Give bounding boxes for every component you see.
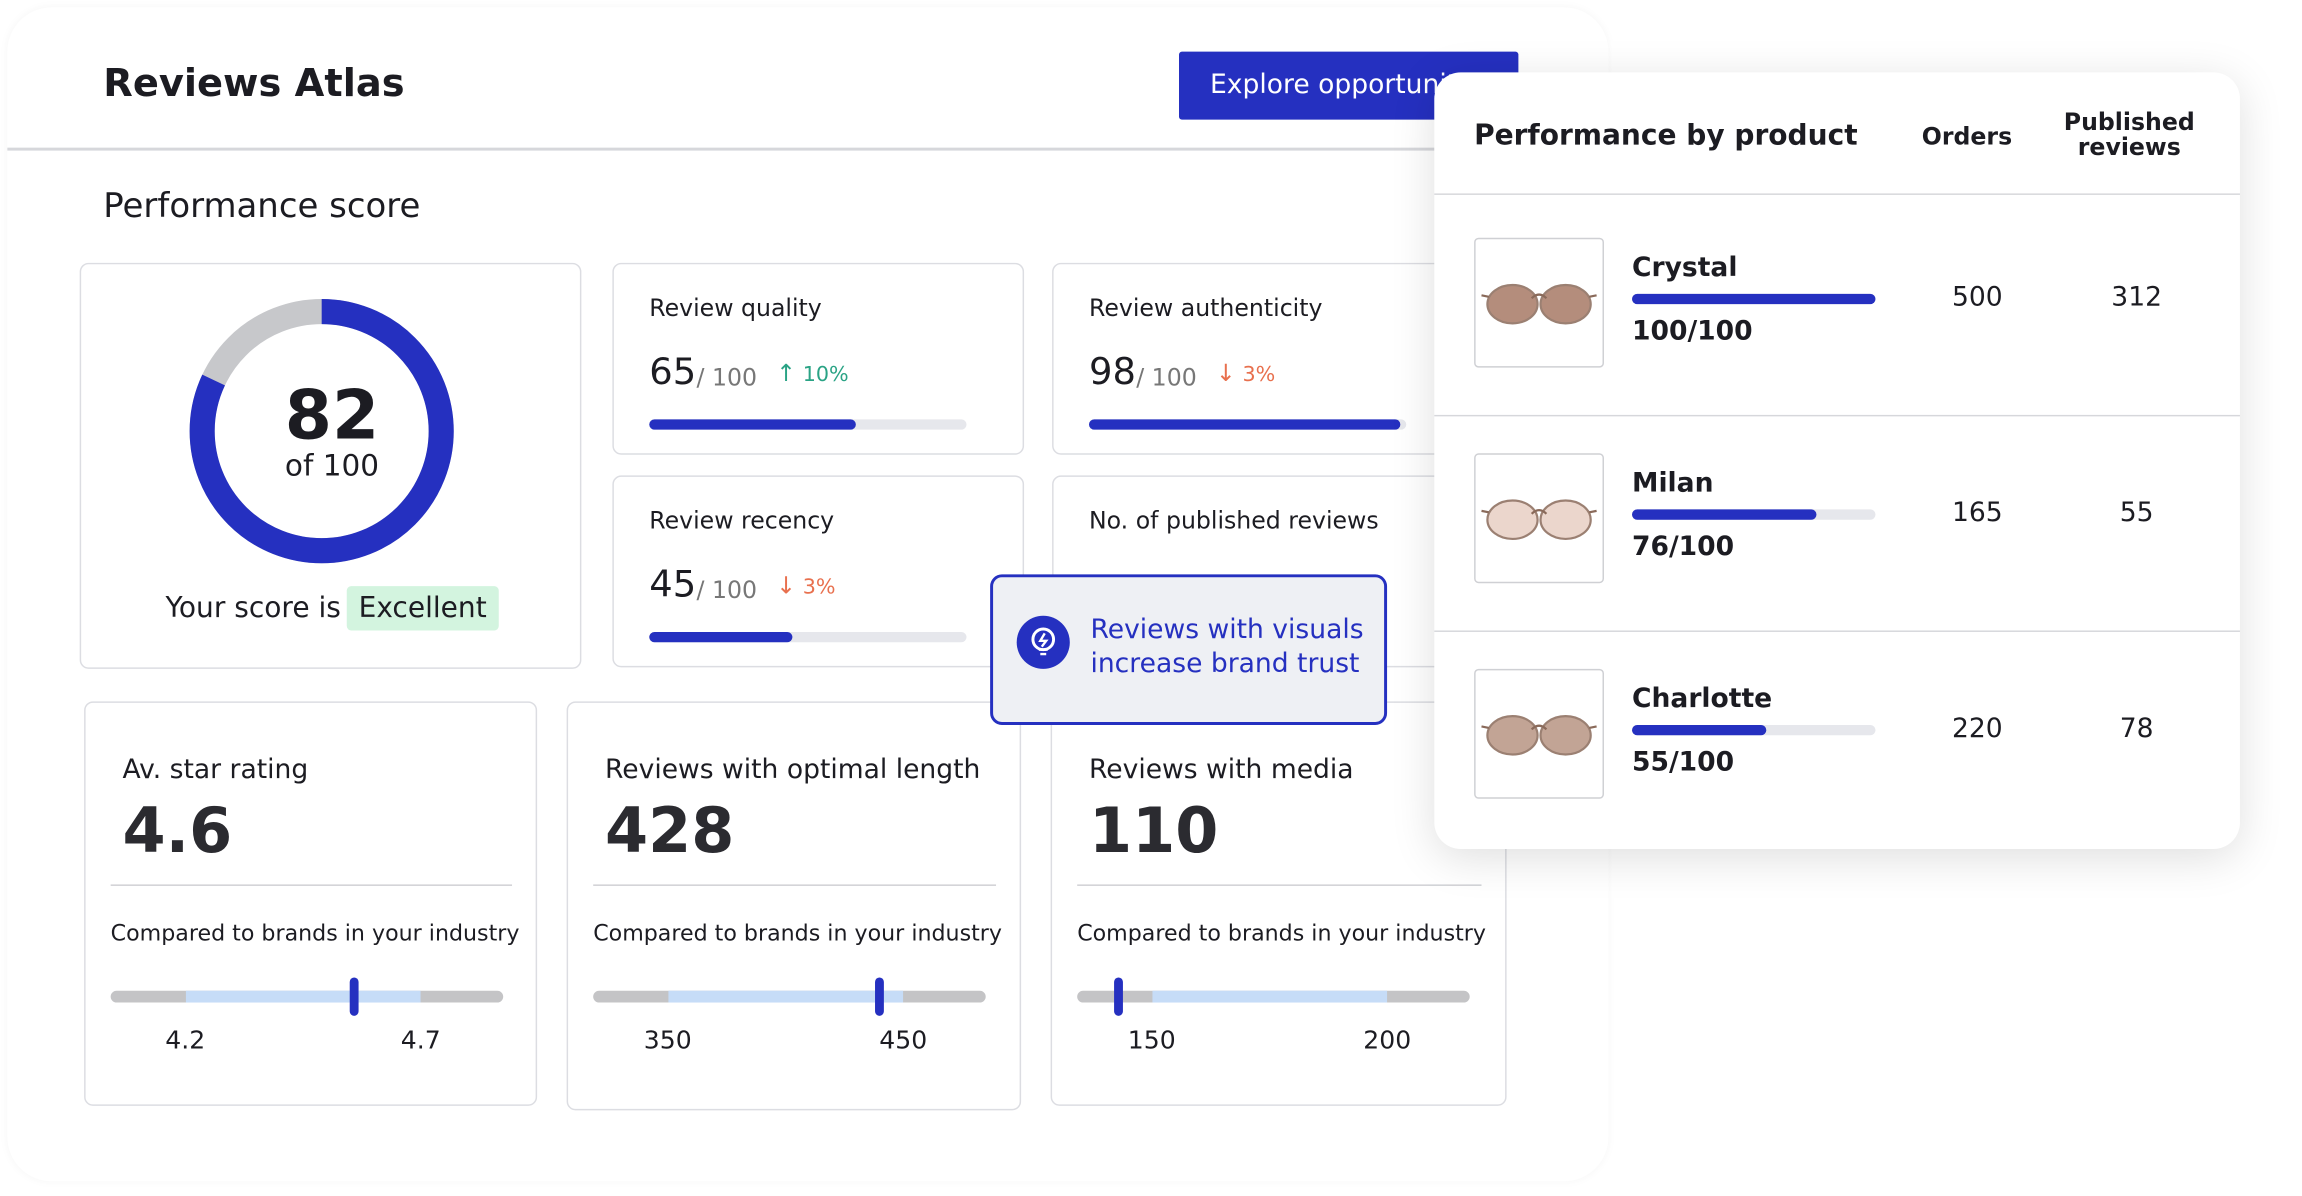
published-reviews: 55 [2119, 497, 2154, 529]
range-label: 350 [643, 1026, 692, 1056]
stat-compare: Compared to brands in your industry [1077, 919, 1486, 947]
stat-card: Reviews with optimal length 428 Compared t… [566, 701, 1022, 1111]
stat-compare: Compared to brands in your industry [110, 919, 520, 947]
metric-title: Review recency [649, 506, 835, 535]
stat-title: Reviews with media [1088, 754, 1354, 786]
orders: 165 [1951, 497, 2003, 529]
score-value: 82 [284, 375, 380, 455]
glasses [1481, 283, 1597, 325]
product-panel: Performance by product Orders Published re… [1434, 72, 2240, 849]
orders: 220 [1951, 713, 2003, 745]
stat-title: Av. star rating [122, 754, 309, 786]
score-bar [1632, 293, 1876, 305]
metric-card: Review authenticity 98/ 100 ↓ 3% [1052, 262, 1495, 455]
tooltip: Reviews with visuals increase brand trus… [990, 574, 1388, 725]
stat-divider [110, 884, 513, 886]
app-title: Reviews Atlas [103, 62, 405, 107]
metric-value: 98 [1088, 349, 1136, 393]
score-track [1632, 509, 1876, 520]
donut-arc [189, 298, 454, 564]
metric-bar [649, 419, 856, 430]
range-marker [1114, 977, 1124, 1016]
score-of: of 100 [284, 447, 380, 483]
stat-divider [593, 884, 997, 886]
row-divider [1434, 414, 2240, 417]
stat-compare: Compared to brands in your industry [593, 919, 1002, 947]
metric-value: 45 [649, 562, 697, 606]
tooltip-text: Reviews with visuals increase brand trus… [1090, 614, 1364, 680]
stat-divider [1077, 884, 1482, 886]
metric-title: No. of published reviews [1088, 506, 1379, 535]
metric-bar [1088, 419, 1400, 430]
metric-change: 10% [802, 363, 849, 387]
tooltip-icon [1016, 615, 1070, 669]
score-card: 82 of 100 Your score is Excellent [79, 262, 583, 669]
product-score: 76/100 [1632, 531, 1735, 563]
metric-change: 3% [802, 575, 836, 600]
metric-max: / 100 [696, 575, 758, 604]
section-title: Performance score [103, 187, 421, 226]
range-band [667, 990, 904, 1003]
range-marker [875, 977, 885, 1016]
row-divider [1434, 630, 2240, 632]
stat-value: 4.6 [122, 794, 233, 867]
score-donut [189, 298, 454, 564]
score-caption: Your score is Excellent [81, 586, 583, 631]
range-label: 4.2 [165, 1026, 206, 1056]
rating-badge: Excellent [346, 586, 499, 631]
range-label: 200 [1363, 1026, 1412, 1056]
metric-title: Review authenticity [1088, 293, 1323, 322]
score-track [1632, 724, 1876, 736]
range-label: 4.7 [400, 1026, 441, 1056]
metric-value: 65 [649, 349, 697, 393]
header-divider [7, 147, 1609, 151]
range-label: 150 [1127, 1026, 1176, 1056]
metric-bar [649, 631, 793, 643]
product-score: 100/100 [1632, 315, 1753, 347]
col-header: Orders [1921, 122, 2013, 151]
published-reviews: 312 [2111, 282, 2163, 314]
product-score: 55/100 [1632, 747, 1735, 779]
product-image [1474, 237, 1604, 368]
stat-card: Av. star rating 4.6 Compared to brands in … [84, 701, 538, 1106]
glasses [1481, 499, 1597, 541]
change-arrow: ↑ [776, 358, 796, 387]
score-track [1632, 293, 1876, 305]
published-reviews: 78 [2119, 713, 2154, 745]
product-name: Crystal [1632, 252, 1738, 284]
glasses [1481, 714, 1597, 756]
change-arrow: ↓ [1215, 358, 1236, 387]
range-label: 450 [879, 1026, 928, 1056]
orders: 500 [1951, 282, 2003, 314]
metric-card: Review recency 45/ 100 ↓ 3% [612, 475, 1025, 668]
metric-track [1088, 419, 1407, 430]
metric-max: / 100 [1136, 363, 1197, 392]
stat-value: 428 [604, 794, 735, 867]
score-caption-text: Your score is [165, 592, 341, 625]
metric-title: Review quality [649, 293, 822, 322]
product-name: Milan [1632, 468, 1714, 500]
range-band [1151, 990, 1388, 1003]
panel-divider [1434, 193, 2240, 195]
stat-value: 110 [1088, 794, 1219, 867]
metric-card: Review quality 65/ 100 ↑ 10% [612, 262, 1025, 455]
score-bar [1632, 509, 1818, 520]
stat-title: Reviews with optimal length [604, 754, 981, 786]
metric-max: / 100 [696, 363, 758, 392]
change-arrow: ↓ [776, 571, 796, 600]
bulb-icon [1031, 627, 1056, 656]
col-header: Published reviews [2063, 107, 2195, 161]
score-bar [1632, 724, 1766, 736]
metric-track [649, 631, 967, 643]
product-image [1474, 668, 1604, 799]
product-image [1474, 453, 1604, 584]
range-band [185, 990, 421, 1003]
product-name: Charlotte [1632, 683, 1773, 715]
panel-title: Performance by product [1474, 119, 1858, 153]
range-marker [350, 977, 360, 1016]
metric-change: 3% [1242, 363, 1276, 387]
metric-track [649, 419, 967, 430]
